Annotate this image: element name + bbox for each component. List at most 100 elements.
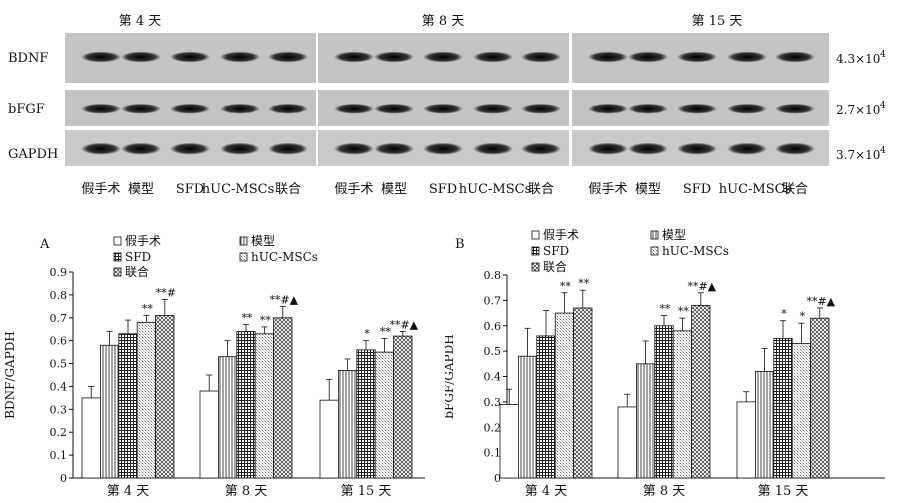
significance-label: **	[678, 305, 690, 318]
legend-swatch	[531, 246, 540, 256]
blot-band	[473, 51, 513, 63]
blot-lane-label: 模型	[381, 182, 407, 197]
legend-label: SFD	[543, 244, 569, 258]
y-tick-label: 0.4	[484, 371, 502, 384]
y-tick-label: 0	[494, 472, 501, 485]
y-axis-label: bFGF/GAPDH	[445, 334, 456, 418]
panel-letter: A	[39, 237, 50, 252]
significance-label: *	[781, 308, 787, 321]
blot-lane-label: SFD	[176, 182, 204, 197]
bar	[393, 335, 413, 479]
x-category-label: 第 8 天	[225, 484, 268, 499]
y-tick-label: 0.4	[50, 380, 68, 393]
bar	[217, 356, 238, 479]
blot-band	[81, 103, 121, 114]
blot-size-label: 3.7×10	[836, 148, 880, 162]
significance-label: **#▲	[687, 280, 716, 293]
blot-band	[727, 142, 767, 155]
blot-lane-label: 假手术	[588, 182, 627, 197]
blot-band	[220, 51, 260, 63]
y-tick-label: 0.7	[484, 294, 502, 307]
blot-band	[677, 51, 717, 63]
blot-band	[81, 51, 121, 63]
significance-label: **#▲	[806, 295, 835, 308]
x-category-label: 第 4 天	[525, 484, 568, 499]
legend-label: 模型	[662, 228, 686, 242]
blot-band	[521, 51, 561, 63]
y-tick-label: 0.2	[484, 421, 502, 434]
bar	[736, 401, 756, 479]
blot-group-label: 第 8 天	[422, 14, 465, 29]
blot-size-exponent: 4	[880, 101, 886, 111]
legend-label: 假手术	[543, 228, 579, 242]
blot-row-label: bFGF	[8, 102, 45, 117]
significance-label: **	[260, 314, 272, 327]
y-tick-label: 0.1	[484, 447, 502, 460]
y-axis-label: BDNF/GAPDH	[3, 331, 17, 419]
bar	[635, 363, 656, 479]
blot-row-label: GAPDH	[8, 147, 58, 162]
legend-swatch	[239, 236, 248, 246]
blot-band	[473, 103, 513, 114]
significance-label: **	[242, 312, 254, 325]
bar	[236, 331, 256, 479]
blot-lane-label: SFD	[683, 182, 711, 197]
bar	[691, 305, 711, 479]
blot-band	[170, 142, 210, 155]
y-tick-label: 0.8	[50, 289, 68, 302]
blot-lane-label: 联合	[782, 182, 808, 197]
blot-lane-label: hUC-MSCs	[459, 182, 532, 197]
blot-lane-label: 假手术	[81, 182, 120, 197]
y-tick-label: 0.1	[50, 449, 68, 462]
legend-label: 联合	[543, 259, 567, 274]
significance-label: *	[800, 310, 806, 323]
blot-band	[775, 51, 815, 63]
y-tick-label: 0.2	[50, 426, 68, 439]
blot-band	[423, 51, 463, 63]
blot-band	[775, 103, 815, 114]
y-tick-label: 0.6	[50, 335, 68, 348]
bar	[337, 370, 358, 479]
blot-band	[374, 103, 414, 114]
bar	[554, 312, 574, 479]
blot-band	[81, 142, 121, 155]
bar-chart-b: B 假手术 模型 SFD hUC-MSCs 联合 0 0.1 0.2 0.3 0.4 0.5 0.6 0.…	[445, 228, 885, 499]
significance-label: **	[560, 280, 572, 293]
blot-row-label: BDNF	[8, 51, 48, 66]
x-category-label: 第 4 天	[107, 484, 150, 499]
blot-band	[121, 103, 161, 114]
blot-band	[268, 51, 308, 63]
blot-band	[628, 103, 668, 114]
blot-band	[374, 142, 414, 155]
blot-band	[521, 103, 561, 114]
bar	[536, 335, 556, 479]
blot-band	[121, 51, 161, 63]
blot-band	[220, 103, 260, 114]
blot-band	[727, 103, 767, 114]
blot-size-exponent: 4	[880, 146, 886, 156]
blot-band	[334, 51, 374, 63]
bar	[254, 333, 274, 479]
legend-swatch	[113, 252, 122, 262]
blot-band	[220, 142, 260, 155]
x-category-label: 第 8 天	[643, 484, 686, 499]
bar	[654, 325, 674, 479]
blot-band	[374, 51, 414, 63]
legend-swatch	[239, 252, 248, 262]
legend-label: SFD	[125, 250, 151, 264]
legend-label: hUC-MSCs	[662, 244, 729, 258]
blot-lane-label: 联合	[275, 182, 301, 197]
blot-lane-label: SFD	[429, 182, 457, 197]
bar	[617, 406, 637, 479]
blot-lane-label: 联合	[528, 182, 554, 197]
y-tick-label: 0	[60, 472, 67, 485]
blot-band	[588, 142, 628, 155]
bar	[356, 349, 376, 479]
bar	[573, 307, 593, 479]
bar-chart-a: A 假手术 模型 SFD hUC-MSCs 联合 0 0.1 0.2 0.3 0.4 0.5 0.6 0.…	[3, 234, 425, 499]
y-tick-label: 0.5	[50, 358, 68, 371]
bar	[499, 404, 519, 479]
y-tick-label: 0.5	[484, 345, 502, 358]
legend-swatch	[650, 230, 659, 240]
blot-lane-label: 假手术	[334, 182, 373, 197]
